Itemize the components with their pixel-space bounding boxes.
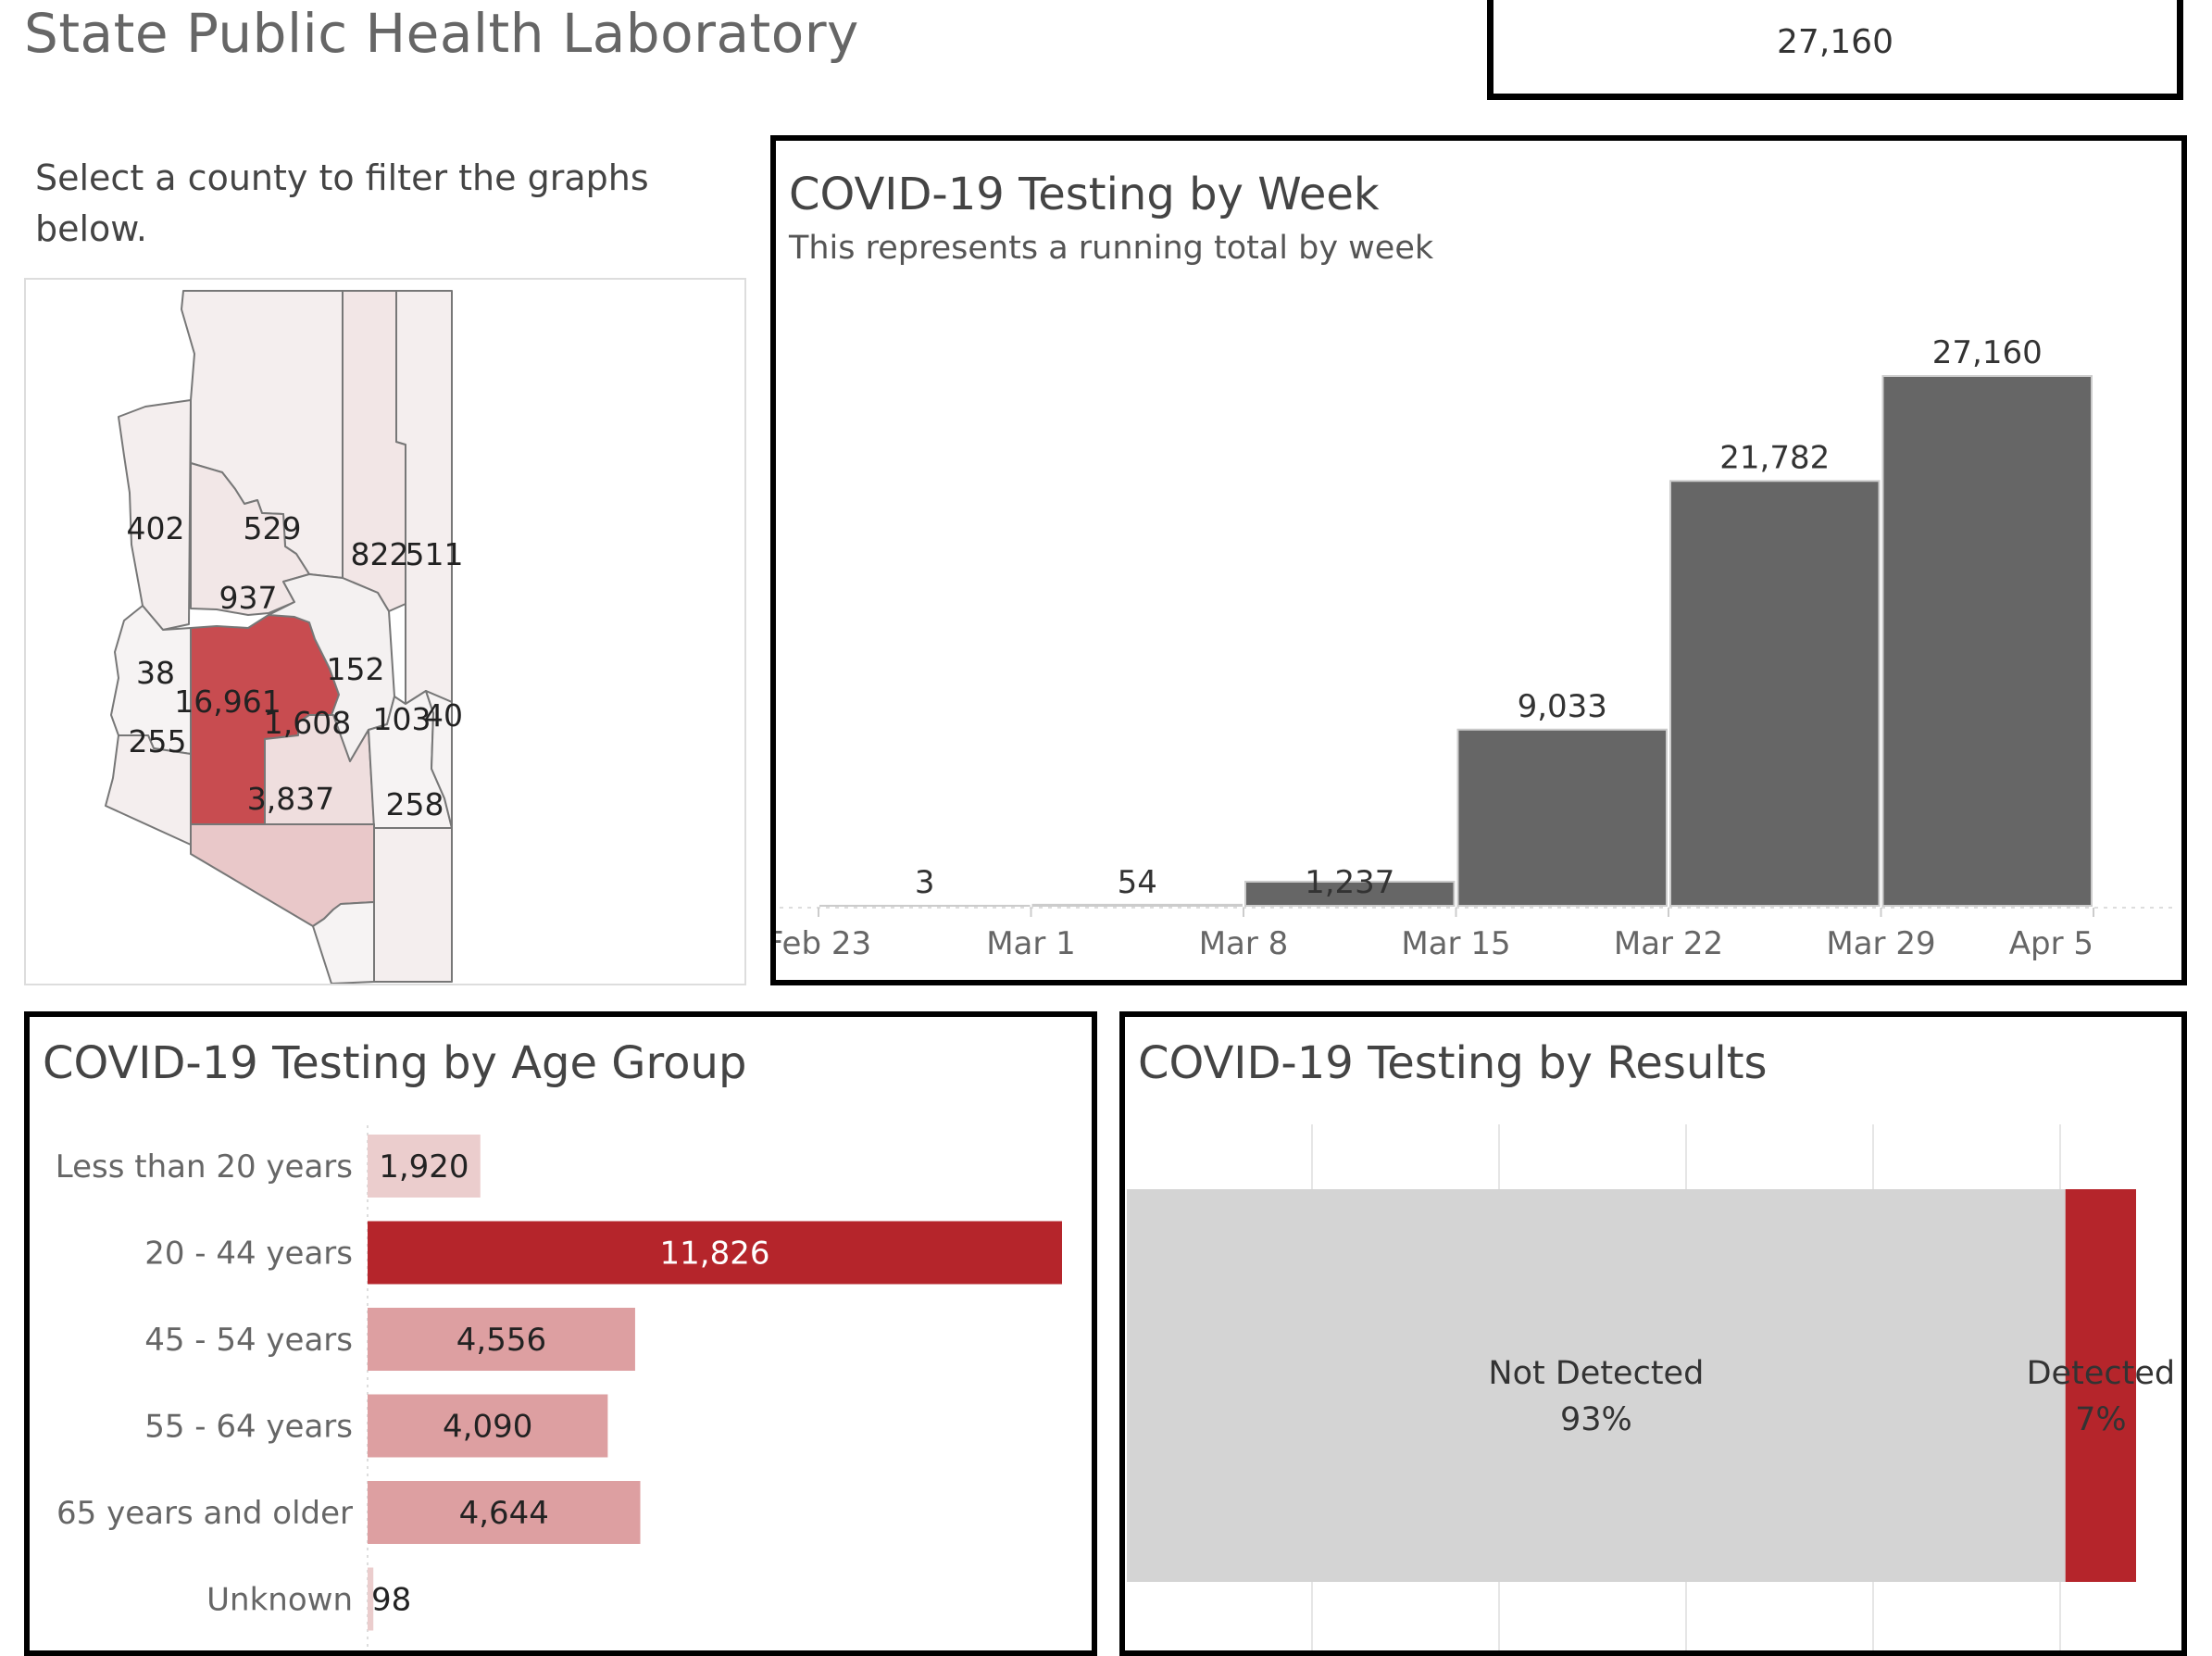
week-bar-label: 9,033 (1518, 688, 1607, 725)
results-stacked-bar: Not Detected 93% Detected 7% (1125, 1017, 2181, 1650)
age-category-label: 20 - 44 years (144, 1236, 353, 1273)
age-category-label: 45 - 54 years (144, 1322, 353, 1359)
results-percent-label: 93% (1560, 1401, 1632, 1438)
county-label: 529 (244, 510, 302, 546)
map-instruction: Select a county to filter the graphs bel… (35, 153, 683, 255)
county-label: 103 (373, 701, 431, 737)
age-group-panel: COVID-19 Testing by Age Group Less than … (24, 1011, 1097, 1656)
week-bar-label: 1,237 (1305, 864, 1394, 901)
county-label: 38 (136, 655, 175, 691)
age-bar-label: 1,920 (379, 1148, 469, 1186)
week-bar[interactable] (1458, 730, 1668, 906)
county-label: 511 (406, 536, 464, 572)
age-category-label: Less than 20 years (56, 1148, 353, 1186)
page-title: State Public Health Laboratory (24, 2, 859, 65)
county-label: 1,608 (264, 705, 351, 741)
age-bar-label: 98 (371, 1582, 411, 1619)
x-tick-label: Apr 5 (2009, 925, 2093, 962)
county-label: 258 (386, 786, 444, 822)
week-bar-label: 27,160 (1932, 334, 2043, 371)
county-258[interactable] (374, 828, 452, 982)
county-label: 3,837 (247, 781, 334, 817)
week-bar[interactable] (1670, 481, 1880, 906)
county-label: 937 (219, 580, 278, 616)
age-group-bar-chart: Less than 20 years 1,920 20 - 44 years 11,8… (30, 1017, 1092, 1650)
age-bar-label: 4,644 (459, 1495, 549, 1532)
county-label: 152 (327, 651, 385, 687)
age-category-label: 65 years and older (56, 1495, 353, 1532)
age-category-label: 55 - 64 years (144, 1409, 353, 1446)
results-category-label: Not Detected (1488, 1355, 1704, 1392)
county-label: 40 (424, 697, 463, 734)
week-bar-label: 21,782 (1719, 439, 1830, 476)
week-bar-label: 3 (915, 864, 935, 901)
results-category-label: Detected (2027, 1355, 2175, 1392)
total-tests-value: 27,160 (1493, 23, 2177, 61)
county-label: 822 (351, 536, 409, 572)
week-bar[interactable] (1033, 905, 1243, 906)
week-bar[interactable] (1883, 376, 2093, 906)
x-tick-label: Feb 23 (776, 925, 871, 962)
weekly-testing-panel: COVID-19 Testing by Week This represents… (770, 135, 2187, 985)
week-bar-label: 54 (1118, 864, 1157, 901)
county-511[interactable] (396, 291, 452, 704)
x-tick-label: Mar 8 (1199, 925, 1289, 962)
county-label: 402 (127, 510, 185, 546)
x-tick-label: Mar 15 (1401, 925, 1510, 962)
weekly-bar-chart: 3 54 1,237 9,033 21,782 27,160 Feb 23 Mar 1 Mar … (776, 141, 2181, 980)
age-bar-label: 11,826 (660, 1236, 770, 1273)
x-tick-label: Mar 22 (1614, 925, 1723, 962)
total-tests-card: 27,160 (1487, 0, 2183, 100)
x-tick-label: Mar 1 (986, 925, 1076, 962)
county-label: 255 (129, 723, 187, 759)
age-bar-label: 4,090 (443, 1409, 532, 1446)
results-percent-label: 7% (2075, 1401, 2127, 1438)
age-bar-label: 4,556 (456, 1322, 546, 1359)
x-tick-label: Mar 29 (1826, 925, 1935, 962)
age-category-label: Unknown (206, 1582, 353, 1619)
results-panel: COVID-19 Testing by Results Not Detected… (1119, 1011, 2187, 1656)
